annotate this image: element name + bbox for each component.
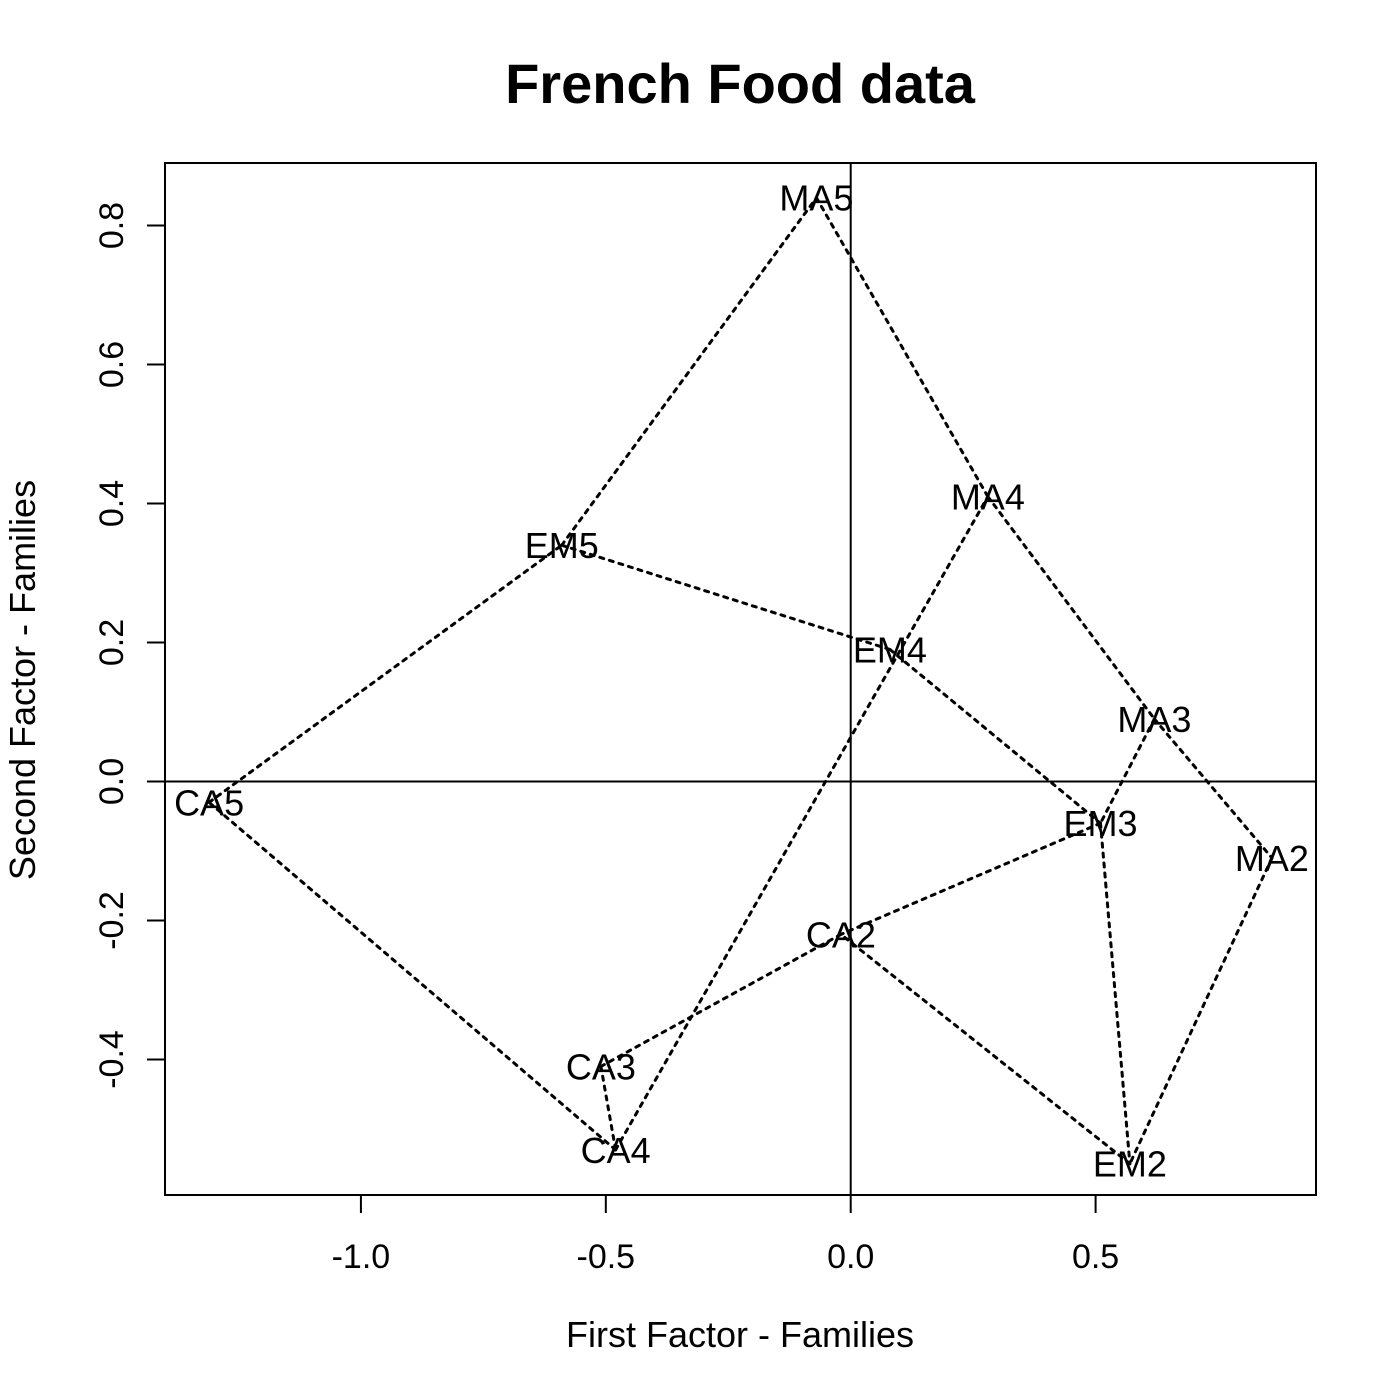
connector-segment bbox=[207, 800, 618, 1152]
connector-segment bbox=[888, 647, 1102, 825]
y-tick-label: 0.6 bbox=[93, 341, 131, 388]
y-tick-label: 0.4 bbox=[93, 480, 131, 527]
connector-segment bbox=[1098, 717, 1156, 825]
point-label-ma4: MA4 bbox=[951, 477, 1025, 518]
x-tick-label: 0.0 bbox=[827, 1238, 874, 1276]
plot-area: -1.0 -0.5 0.0 0.5 -0.4 -0.2 0.0 0.2 0.4 0.6 0.8 CA2… bbox=[93, 162, 1317, 1276]
point-label-ma2: MA2 bbox=[1235, 838, 1309, 879]
point-label-ca5: CA5 bbox=[174, 782, 244, 823]
connector-segment bbox=[1128, 856, 1274, 1166]
plot-frame bbox=[164, 162, 1317, 1196]
connector-segment bbox=[986, 495, 1156, 721]
connector-segment bbox=[839, 932, 1132, 1166]
point-label-em5: EM5 bbox=[525, 525, 599, 566]
x-tick-label: -1.0 bbox=[332, 1238, 391, 1276]
point-label-em4: EM4 bbox=[853, 629, 927, 670]
y-tick-label: 0.8 bbox=[93, 202, 131, 249]
y-axis-label: Second Factor - Families bbox=[2, 480, 43, 880]
chart-title: French Food data bbox=[505, 52, 976, 115]
x-axis-label: First Factor - Families bbox=[566, 1314, 914, 1355]
y-tick-label: -0.4 bbox=[93, 1030, 131, 1089]
connector-segment bbox=[614, 495, 990, 1152]
x-tick-label: -0.5 bbox=[577, 1238, 636, 1276]
y-tick-label: 0.0 bbox=[93, 758, 131, 805]
point-label-ca2: CA2 bbox=[806, 914, 876, 955]
connector-segment bbox=[839, 821, 1102, 936]
connector-segment bbox=[1098, 821, 1132, 1166]
point-label-ma3: MA3 bbox=[1117, 699, 1191, 740]
y-tick-label: 0.2 bbox=[93, 619, 131, 666]
point-label-em2: EM2 bbox=[1093, 1144, 1167, 1185]
connector-segment bbox=[207, 543, 564, 804]
connector-segment bbox=[1152, 717, 1274, 860]
y-tick-label: -0.2 bbox=[93, 891, 131, 950]
x-tick-label: 0.5 bbox=[1072, 1238, 1119, 1276]
point-label-em3: EM3 bbox=[1063, 803, 1137, 844]
point-label-ca4: CA4 bbox=[581, 1130, 651, 1171]
connector-segment bbox=[814, 196, 990, 499]
connector-segment bbox=[560, 543, 892, 651]
connector-segment bbox=[560, 196, 818, 547]
connector-segment bbox=[599, 1064, 618, 1152]
point-label-ma5: MA5 bbox=[779, 178, 853, 219]
point-label-ca3: CA3 bbox=[566, 1046, 636, 1087]
